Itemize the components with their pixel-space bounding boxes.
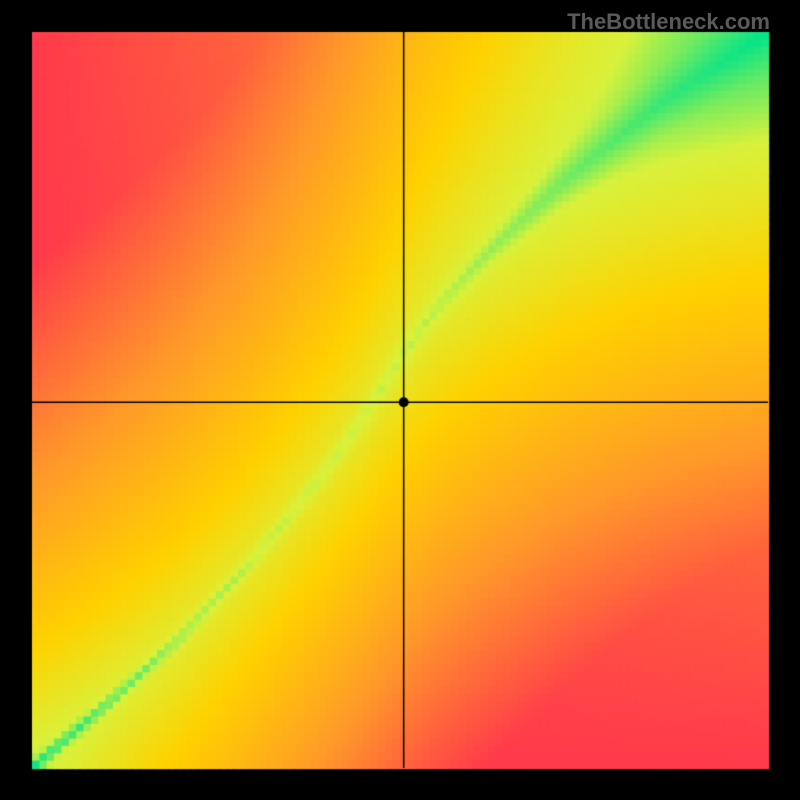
heatmap-canvas xyxy=(0,0,800,800)
watermark-text: TheBottleneck.com xyxy=(567,9,770,35)
chart-container: TheBottleneck.com xyxy=(0,0,800,800)
